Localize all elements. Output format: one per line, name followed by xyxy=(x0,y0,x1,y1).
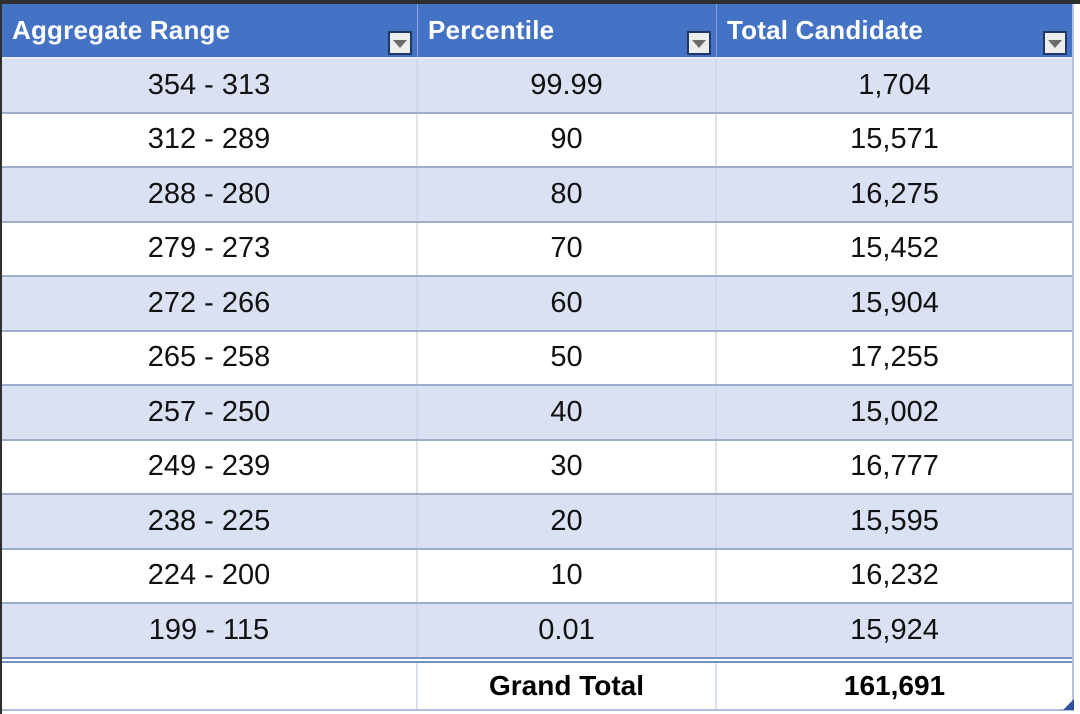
grand-total-label[interactable]: Grand Total xyxy=(418,662,717,709)
window-top-edge xyxy=(0,0,1080,4)
table-cell[interactable]: 16,275 xyxy=(850,177,939,210)
table-body: 354 - 313 99.99 1,704 312 - 289 90 15,571 288 … xyxy=(2,57,1072,657)
table-cell[interactable]: 265 - 258 xyxy=(2,331,418,384)
filter-dropdown-icon xyxy=(692,40,706,48)
table-cell[interactable]: 15,452 xyxy=(850,232,939,265)
filter-dropdown-button-total-candidate[interactable] xyxy=(1043,31,1067,55)
table-row: 238 - 225 20 15,595 xyxy=(2,493,1072,548)
table-cell[interactable]: 15,904 xyxy=(850,286,939,319)
table-cell[interactable]: 249 - 239 xyxy=(2,440,418,493)
table-row: 312 - 289 90 15,571 xyxy=(2,111,1072,166)
table-row: 272 - 266 60 15,904 xyxy=(2,275,1072,330)
grand-total-row: Grand Total 161,691 xyxy=(2,656,1072,711)
table-cell[interactable]: 1,704 xyxy=(858,68,931,101)
filter-dropdown-button-percentile[interactable] xyxy=(687,31,711,55)
table-cell[interactable]: 16,232 xyxy=(850,559,939,592)
table-cell[interactable]: 10 xyxy=(418,549,717,602)
table-cell[interactable]: 50 xyxy=(418,331,717,384)
table-row: 265 - 258 50 17,255 xyxy=(2,329,1072,384)
window-left-edge xyxy=(0,0,2,714)
table-cell[interactable]: 279 - 273 xyxy=(2,222,418,275)
table-cell[interactable]: 272 - 266 xyxy=(2,277,418,330)
table-cell[interactable]: 40 xyxy=(418,386,717,439)
filter-dropdown-icon xyxy=(1048,40,1062,48)
table-cell[interactable]: 99.99 xyxy=(418,59,717,112)
table-cell[interactable]: 80 xyxy=(418,168,717,221)
table-cell[interactable]: 90 xyxy=(418,113,717,166)
column-header-total-candidate[interactable]: Total Candidate xyxy=(717,4,1072,57)
table-row: 224 - 200 10 16,232 xyxy=(2,547,1072,602)
table-row: 279 - 273 70 15,452 xyxy=(2,220,1072,275)
table-cell[interactable]: 70 xyxy=(418,222,717,275)
table-cell[interactable]: 257 - 250 xyxy=(2,386,418,439)
filter-dropdown-icon xyxy=(393,40,407,48)
table-cell[interactable]: 199 - 115 xyxy=(2,604,418,657)
table-cell[interactable]: 60 xyxy=(418,277,717,330)
table-cell[interactable]: 0.01 xyxy=(418,604,717,657)
table-cell[interactable]: 20 xyxy=(418,495,717,548)
table-cell[interactable]: 354 - 313 xyxy=(2,59,418,112)
column-header-label: Percentile xyxy=(428,15,555,45)
column-header-aggregate-range[interactable]: Aggregate Range xyxy=(2,4,418,57)
grand-total-empty-cell[interactable] xyxy=(2,662,418,709)
table-row: 199 - 115 0.01 15,924 xyxy=(2,602,1072,657)
column-header-label: Aggregate Range xyxy=(12,15,231,45)
table-cell[interactable]: 312 - 289 xyxy=(2,113,418,166)
table-cell[interactable]: 30 xyxy=(418,440,717,493)
table-cell[interactable]: 15,595 xyxy=(850,504,939,537)
table-cell[interactable]: 15,002 xyxy=(850,395,939,428)
table-cell[interactable]: 15,924 xyxy=(850,613,939,646)
table-cell[interactable]: 288 - 280 xyxy=(2,168,418,221)
column-header-label: Total Candidate xyxy=(727,15,924,45)
filter-dropdown-button-aggregate-range[interactable] xyxy=(388,31,412,55)
percentile-candidates-table: Aggregate Range Percentile Total Candida… xyxy=(2,4,1074,711)
table-cell[interactable]: 224 - 200 xyxy=(2,549,418,602)
table-cell[interactable]: 15,571 xyxy=(850,123,939,156)
table-resize-handle[interactable] xyxy=(1063,699,1074,710)
table-cell[interactable]: 16,777 xyxy=(850,450,939,483)
column-header-percentile[interactable]: Percentile xyxy=(418,4,717,57)
table-header-row: Aggregate Range Percentile Total Candida… xyxy=(2,4,1072,57)
table-row: 288 - 280 80 16,275 xyxy=(2,166,1072,221)
table-row: 249 - 239 30 16,777 xyxy=(2,438,1072,493)
table-row: 257 - 250 40 15,002 xyxy=(2,384,1072,439)
table-row: 354 - 313 99.99 1,704 xyxy=(2,57,1072,112)
grand-total-value[interactable]: 161,691 xyxy=(843,669,946,701)
table-cell[interactable]: 17,255 xyxy=(850,341,939,374)
table-cell[interactable]: 238 - 225 xyxy=(2,495,418,548)
